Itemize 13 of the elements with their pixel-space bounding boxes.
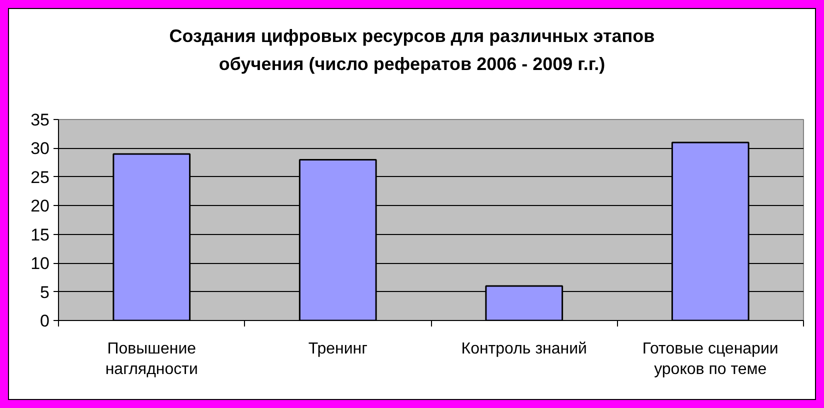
y-tick-label: 25 xyxy=(30,168,50,187)
x-tick-label: Повышение наглядности xyxy=(105,340,198,378)
y-tick-label: 5 xyxy=(40,282,50,302)
y-tick-label: 30 xyxy=(30,139,50,158)
y-tick-label: 20 xyxy=(30,196,50,216)
x-tick-label: Готовые сценарии уроков по теме xyxy=(642,340,778,378)
y-tick-label: 10 xyxy=(30,254,50,274)
y-tick-label: 15 xyxy=(30,225,50,244)
y-tick-label: 0 xyxy=(40,312,50,330)
x-tick-label: Контроль знаний xyxy=(461,340,587,358)
chart-title: Создания цифровых ресурсов для различных этапов обучения (число рефератов 2006 - 2009 г.г.) xyxy=(169,25,655,76)
y-tick-label: 35 xyxy=(30,110,50,130)
x-tick-label: Тренинг xyxy=(308,340,368,358)
